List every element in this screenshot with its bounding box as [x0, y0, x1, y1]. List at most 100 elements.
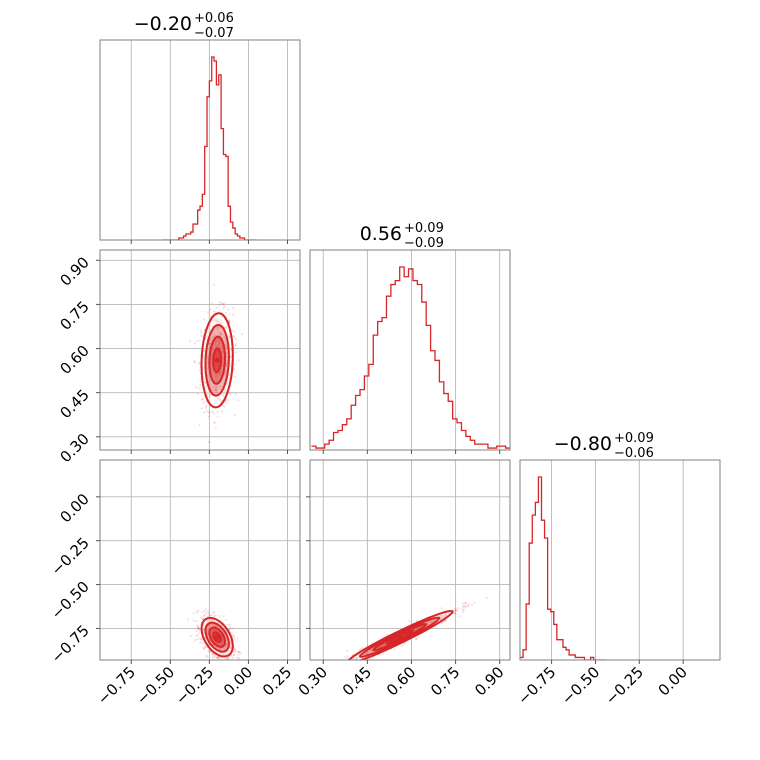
sample-point: [210, 385, 213, 389]
histogram-step-line: [520, 476, 606, 660]
sample-point: [201, 610, 204, 614]
sample-point: [217, 374, 220, 377]
sample-point: [204, 381, 207, 384]
sample-point: [205, 335, 208, 338]
sample-point: [216, 388, 219, 391]
sample-point: [195, 339, 198, 343]
sample-point: [218, 648, 222, 651]
sample-point: [413, 629, 416, 632]
sample-point: [209, 619, 213, 622]
sample-point: [229, 641, 232, 644]
sample-point: [365, 652, 368, 655]
sample-point: [370, 650, 373, 653]
sample-point: [212, 629, 215, 633]
sample-point: [228, 392, 232, 396]
sample-point: [211, 624, 214, 627]
sample-point: [215, 378, 218, 382]
sample-point: [369, 650, 372, 653]
sample-point: [222, 303, 225, 306]
sample-point: [198, 424, 201, 427]
sample-point: [334, 662, 336, 664]
sample-point: [212, 455, 214, 457]
grid-lines: [322, 250, 501, 450]
sample-point: [440, 614, 443, 617]
sample-point: [217, 345, 220, 348]
sample-point: [217, 342, 220, 345]
sample-point: [214, 319, 218, 322]
sample-point: [447, 611, 450, 615]
sample-point: [213, 421, 216, 424]
sample-point: [215, 372, 218, 375]
sample-point: [215, 389, 218, 392]
sample-point: [212, 310, 215, 313]
sample-point: [346, 649, 349, 653]
histogram-panel-1: −0.20 +0.06−0.07: [99, 11, 301, 244]
sample-point: [212, 348, 215, 351]
sample-point: [381, 643, 385, 647]
sample-point: [227, 398, 230, 402]
sample-point: [218, 374, 221, 377]
sample-point: [212, 335, 215, 338]
sample-point: [206, 619, 210, 622]
density-peak: [214, 634, 220, 640]
sample-point: [212, 346, 215, 349]
sample-point: [219, 345, 222, 349]
sample-point: [212, 319, 215, 323]
sample-point: [216, 410, 219, 413]
sample-point: [210, 339, 213, 342]
sample-point: [221, 349, 224, 352]
sample-point: [201, 398, 204, 401]
sample-point: [335, 665, 337, 667]
sample-point: [345, 665, 347, 667]
sample-point: [365, 652, 368, 656]
x-tick-label: 0.25: [259, 663, 295, 699]
sample-point: [222, 307, 225, 310]
sample-point: [207, 625, 210, 628]
sample-point: [237, 399, 240, 402]
sample-point: [426, 622, 429, 625]
sample-point: [212, 331, 216, 334]
sample-point: [209, 339, 212, 342]
sample-point: [219, 326, 222, 330]
sample-point: [427, 622, 430, 626]
sample-point: [212, 628, 215, 631]
sample-point: [211, 348, 214, 351]
sample-point: [229, 640, 232, 643]
sample-point: [214, 389, 218, 392]
sample-point: [214, 624, 217, 627]
sample-point: [217, 343, 220, 346]
sample-point: [208, 327, 211, 330]
sample-point: [202, 357, 205, 360]
sample-point: [215, 388, 218, 391]
sample-point: [214, 629, 217, 632]
sample-point: [207, 626, 210, 629]
sample-point: [453, 611, 456, 614]
sample-point: [221, 366, 224, 369]
sample-point: [198, 387, 201, 390]
sample-point: [199, 641, 202, 644]
sample-point: [214, 387, 217, 390]
sample-point: [218, 378, 221, 381]
sample-point: [229, 643, 233, 646]
panel-frame: [309, 249, 511, 451]
sample-point: [210, 352, 213, 355]
sample-point: [486, 597, 489, 600]
sample-point: [193, 360, 196, 363]
sample-point: [198, 627, 201, 631]
x-tick-label: 0.60: [383, 663, 419, 699]
sample-point: [454, 612, 457, 615]
sample-point: [214, 373, 217, 376]
sample-point: [227, 335, 230, 338]
sample-point: [202, 628, 205, 631]
sample-point: [220, 370, 223, 373]
sample-point: [225, 347, 228, 350]
sample-point: [214, 388, 218, 391]
scatter-panel-2-3: 0.30 0.45 0.60 0.75 0.90: [295, 459, 511, 699]
sample-point: [207, 612, 210, 615]
sample-point: [223, 305, 226, 308]
sample-point: [212, 624, 215, 627]
sample-point: [214, 341, 217, 344]
sample-point: [221, 345, 224, 348]
grid-lines: [130, 40, 288, 240]
sample-point: [210, 337, 213, 340]
